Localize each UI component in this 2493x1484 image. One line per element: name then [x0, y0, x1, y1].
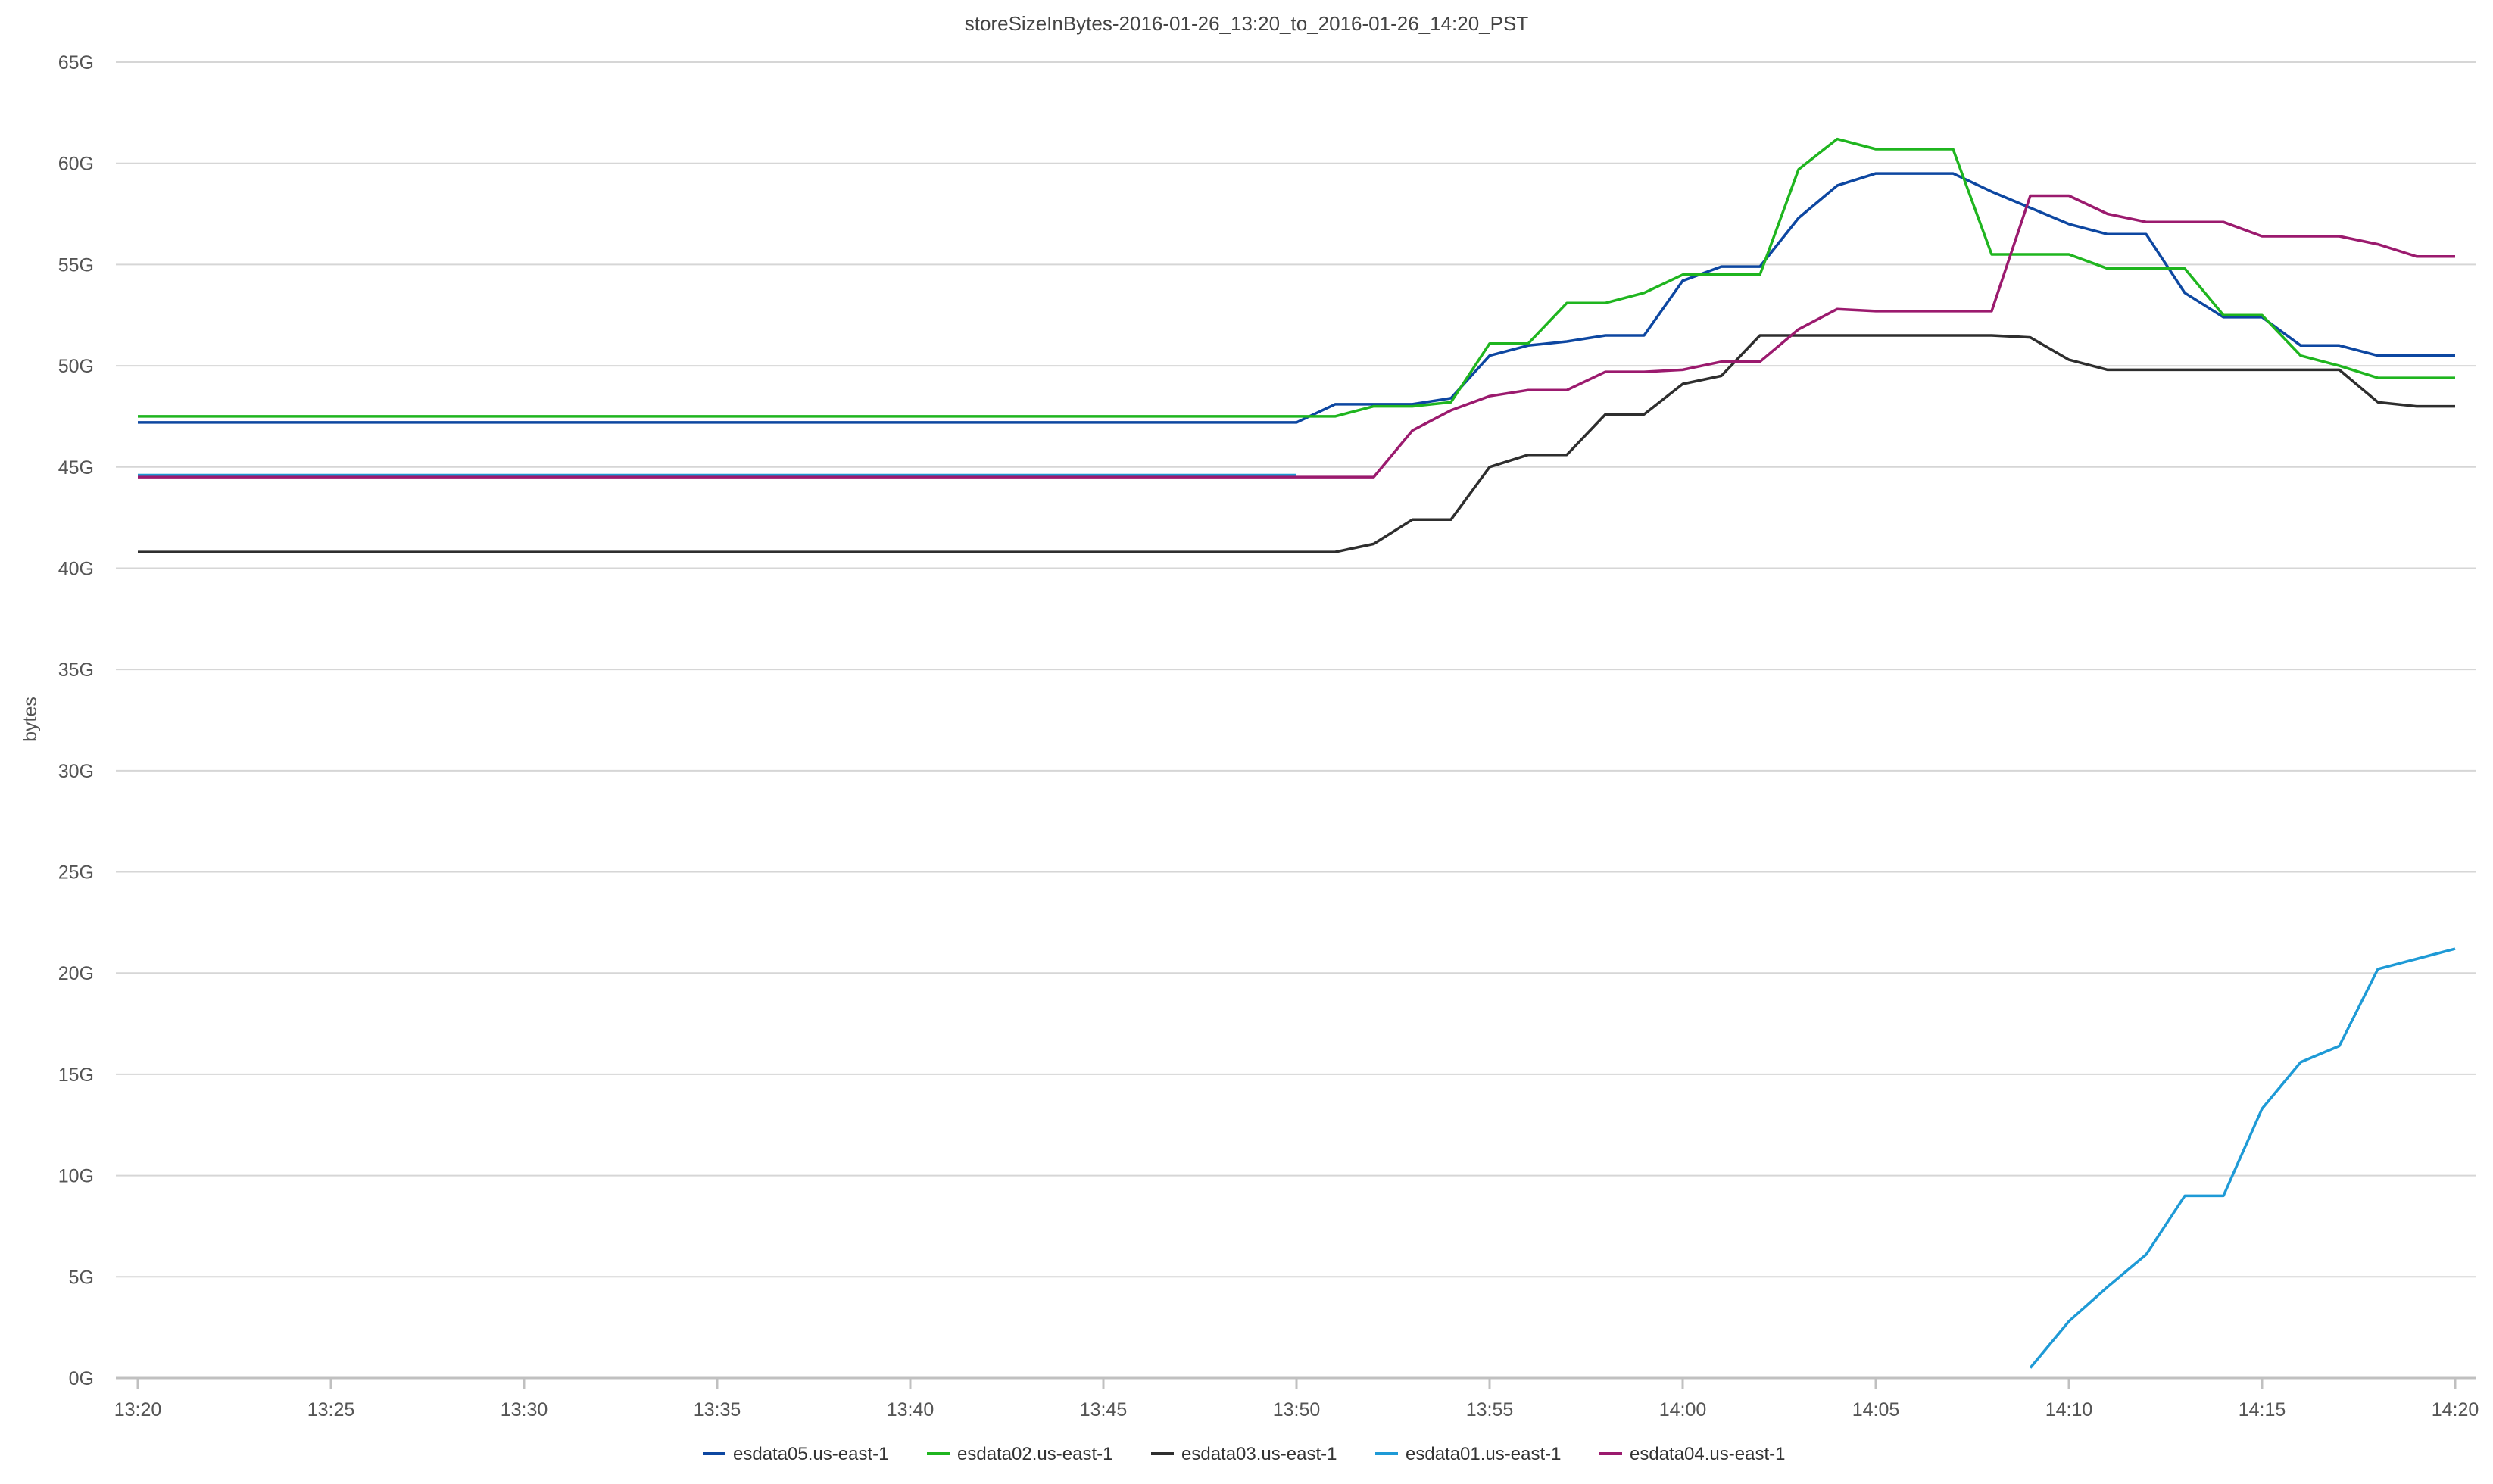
y-axis-ticks: 0G 5G 10G 15G 20G 25G 30G 35G 40G 45G 50G 55G 60G 65G [58, 52, 94, 1389]
y-tick-label: 0G [69, 1368, 94, 1389]
series-line-esdata03 [138, 334, 2455, 553]
y-tick-label: 50G [58, 356, 94, 377]
y-tick-label: 5G [69, 1267, 94, 1288]
legend-item[interactable]: esdata03.us-east-1 [1151, 1444, 1337, 1464]
x-tick-label: 14:10 [2045, 1399, 2093, 1420]
y-tick-label: 55G [58, 254, 94, 276]
x-axis: 13:20 13:25 13:30 13:35 13:40 13:45 13:50 13:55… [114, 1376, 2479, 1420]
y-tick-label: 65G [58, 52, 94, 73]
x-tick-label: 13:50 [1273, 1399, 1321, 1420]
y-tick-label: 40G [58, 558, 94, 579]
y-tick-label: 25G [58, 862, 94, 884]
y-tick-label: 20G [58, 963, 94, 984]
y-axis-title: bytes [20, 697, 41, 742]
legend-item[interactable]: esdata02.us-east-1 [927, 1444, 1112, 1464]
x-tick-label: 13:45 [1080, 1399, 1128, 1420]
series-line-esdata04 [138, 194, 2455, 479]
x-tick-label: 13:35 [694, 1399, 741, 1420]
x-tick-label: 13:55 [1466, 1399, 1514, 1420]
legend-item[interactable]: esdata01.us-east-1 [1375, 1444, 1561, 1464]
y-tick-label: 35G [58, 659, 94, 681]
y-tick-label: 30G [58, 761, 94, 782]
y-tick-label: 45G [58, 457, 94, 479]
legend-label: esdata05.us-east-1 [733, 1444, 888, 1464]
y-tick-label: 15G [58, 1065, 94, 1086]
x-tick-label: 14:15 [2239, 1399, 2286, 1420]
legend-item[interactable]: esdata04.us-east-1 [1599, 1444, 1785, 1464]
series-line-esdata01 [138, 473, 2456, 1369]
series-lines [138, 137, 2456, 1369]
grid-lines [116, 61, 2476, 1278]
series-line-esdata05 [138, 172, 2455, 424]
legend-item[interactable]: esdata05.us-east-1 [703, 1444, 888, 1464]
legend-label: esdata01.us-east-1 [1406, 1444, 1561, 1464]
x-tick-label: 14:05 [1852, 1399, 1900, 1420]
legend-label: esdata02.us-east-1 [957, 1444, 1112, 1464]
series-line-esdata02 [138, 137, 2455, 418]
y-tick-label: 10G [58, 1166, 94, 1187]
x-tick-label: 13:30 [501, 1399, 548, 1420]
x-tick-label: 13:25 [307, 1399, 355, 1420]
y-tick-label: 60G [58, 154, 94, 175]
x-tick-label: 13:40 [887, 1399, 934, 1420]
legend[interactable]: esdata05.us-east-1 esdata02.us-east-1 esda… [703, 1444, 1785, 1464]
chart-title: storeSizeInBytes-2016-01-26_13:20_to_201… [965, 12, 1529, 35]
legend-label: esdata04.us-east-1 [1630, 1444, 1785, 1464]
x-tick-label: 14:20 [2432, 1399, 2479, 1420]
legend-label: esdata03.us-east-1 [1181, 1444, 1337, 1464]
x-tick-label: 14:00 [1659, 1399, 1707, 1420]
x-tick-label: 13:20 [114, 1399, 162, 1420]
